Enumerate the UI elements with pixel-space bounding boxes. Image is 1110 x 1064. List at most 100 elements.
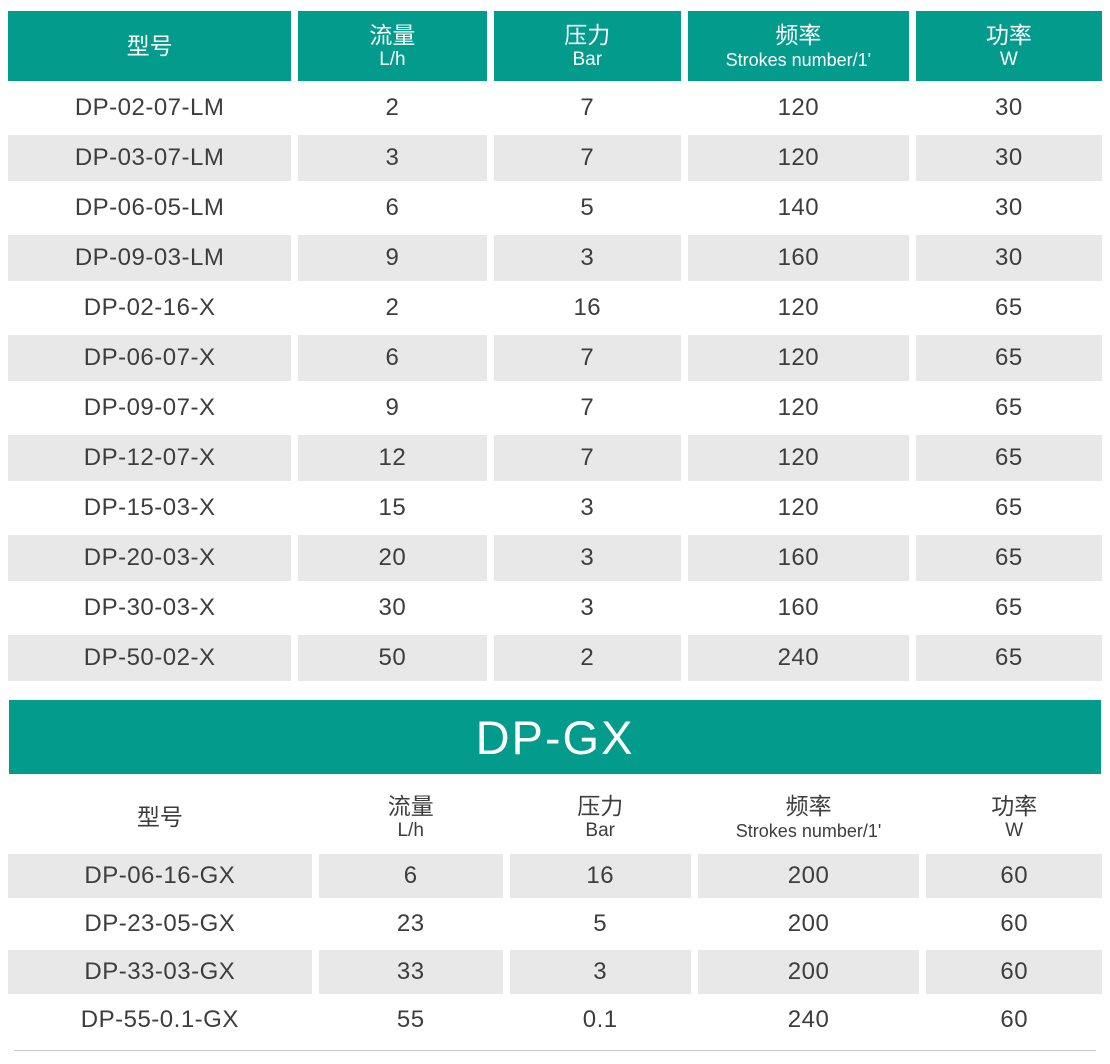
cell-frequency: 240 [687,635,909,681]
table-row: DP-02-16-X 2 16 120 65 [8,285,1102,331]
cell-power: 65 [915,285,1102,331]
cell-flow: 6 [298,335,487,381]
cell-flow: 9 [298,385,487,431]
column-header-unit: L/h [379,48,406,70]
cell-power: 65 [915,635,1102,681]
cell-pressure: 3 [493,485,681,531]
cell-flow: 12 [298,435,487,481]
column-header-pressure: 压力 Bar [510,784,691,850]
cell-frequency: 120 [687,135,909,181]
table-body: DP-02-07-LM 2 7 120 30 DP-03-07-LM 3 7 120 30 DP-0… [8,85,1102,681]
column-header-label: 压力 [564,21,611,48]
table-row: DP-03-07-LM 3 7 120 30 [8,135,1102,181]
cell-model: DP-06-07-X [8,335,292,381]
cell-flow: 2 [298,85,487,131]
cell-pressure: 7 [493,335,681,381]
cell-flow: 30 [298,585,487,631]
table-row: DP-09-03-LM 9 3 160 30 [8,235,1102,281]
table-row: DP-06-05-LM 6 5 140 30 [8,185,1102,231]
table-row: DP-23-05-GX 23 5 200 60 [8,902,1102,946]
cell-power: 30 [915,235,1102,281]
cell-frequency: 140 [687,185,909,231]
table-row: DP-02-07-LM 2 7 120 30 [8,85,1102,131]
column-header-unit: W [1005,819,1024,841]
cell-flow: 9 [298,235,487,281]
cell-pressure: 16 [509,854,691,898]
pump-spec-table-gx: 型号 流量 L/h 压力 Bar 频率 Strokes number/1' 功率 W DP-06… [1,780,1109,1046]
cell-pressure: 3 [493,585,681,631]
cell-pressure: 2 [493,635,681,681]
column-header-frequency: 频率 Strokes number/1' [698,784,920,850]
column-header-power: 功率 W [926,784,1102,850]
cell-frequency: 160 [687,535,909,581]
cell-frequency: 160 [687,235,909,281]
cell-pressure: 7 [493,135,681,181]
cell-model: DP-06-16-GX [8,854,312,898]
cell-model: DP-33-03-GX [8,950,312,994]
cell-frequency: 120 [687,335,909,381]
column-header-unit: W [999,48,1018,70]
cell-power: 65 [915,485,1102,531]
cell-model: DP-15-03-X [8,485,292,531]
cell-model: DP-30-03-X [8,585,292,631]
cell-power: 65 [915,385,1102,431]
cell-model: DP-23-05-GX [8,902,312,946]
column-header-unit: Strokes number/1' [735,820,882,841]
column-header-label: 压力 [577,792,624,819]
cell-frequency: 120 [687,285,909,331]
cell-flow: 15 [298,485,487,531]
cell-power: 65 [915,585,1102,631]
table-header: 型号 流量 L/h 压力 Bar 频率 Strokes number/1' 功率 W [8,11,1102,81]
section-banner-dp-gx: DP-GX [9,700,1101,774]
cell-frequency: 120 [687,85,909,131]
cell-model: DP-02-07-LM [8,85,292,131]
cell-frequency: 120 [687,485,909,531]
table-row: DP-20-03-X 20 3 160 65 [8,535,1102,581]
cell-flow: 2 [298,285,487,331]
table-row: DP-06-07-X 6 7 120 65 [8,335,1102,381]
cell-flow: 6 [298,185,487,231]
cell-flow: 3 [298,135,487,181]
cell-flow: 20 [298,535,487,581]
column-header-model: 型号 [8,11,292,81]
cell-pressure: 5 [493,185,681,231]
cell-model: DP-20-03-X [8,535,292,581]
table-row: DP-06-16-GX 6 16 200 60 [8,854,1102,898]
column-header-unit: Strokes number/1' [725,49,872,70]
cell-frequency: 120 [687,435,909,481]
cell-flow: 23 [318,902,503,946]
cell-model: DP-09-03-LM [8,235,292,281]
column-header-label: 型号 [136,803,183,830]
cell-model: DP-03-07-LM [8,135,292,181]
table-row: DP-50-02-X 50 2 240 65 [8,635,1102,681]
cell-flow: 6 [318,854,503,898]
cell-power: 60 [926,854,1102,898]
table-body: DP-06-16-GX 6 16 200 60 DP-23-05-GX 23 5 200 60 DP… [8,854,1102,1042]
cell-power: 60 [926,950,1102,994]
cell-pressure: 3 [509,950,691,994]
cell-power: 65 [915,435,1102,481]
table-row: DP-55-0.1-GX 55 0.1 240 60 [8,998,1102,1042]
column-header-pressure: 压力 Bar [493,11,681,81]
column-header-frequency: 频率 Strokes number/1' [687,11,909,81]
column-header-unit: L/h [397,819,424,841]
cell-frequency: 240 [697,998,920,1042]
cell-model: DP-12-07-X [8,435,292,481]
table-row: DP-12-07-X 12 7 120 65 [8,435,1102,481]
cell-pressure: 7 [493,435,681,481]
table-row: DP-09-07-X 9 7 120 65 [8,385,1102,431]
table-header: 型号 流量 L/h 压力 Bar 频率 Strokes number/1' 功率 W [8,784,1102,850]
cell-pressure: 5 [509,902,691,946]
cell-power: 30 [915,85,1102,131]
column-header-model: 型号 [8,784,312,850]
cell-pressure: 3 [493,535,681,581]
cell-power: 65 [915,335,1102,381]
cell-power: 30 [915,185,1102,231]
cell-model: DP-02-16-X [8,285,292,331]
cell-model: DP-50-02-X [8,635,292,681]
cell-power: 30 [915,135,1102,181]
column-header-label: 型号 [126,32,173,59]
table-row: DP-15-03-X 15 3 120 65 [8,485,1102,531]
table-row: DP-30-03-X 30 3 160 65 [8,585,1102,631]
cell-frequency: 200 [697,854,920,898]
